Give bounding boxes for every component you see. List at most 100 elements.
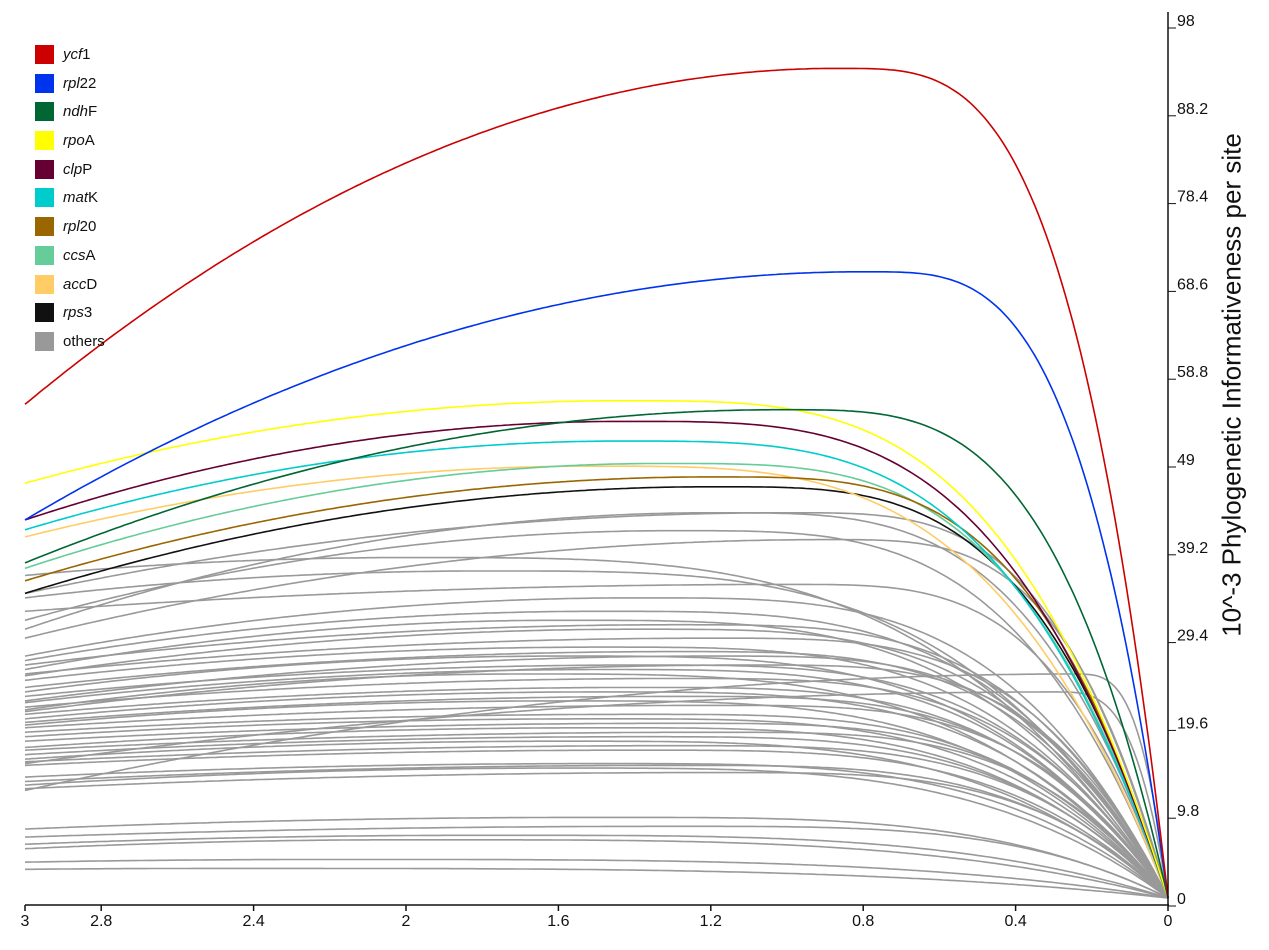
legend-label-italic: rps [63,304,84,322]
legend-label: ccsA [63,246,96,265]
legend-label: rpl20 [63,217,96,236]
legend-label: rpoA [63,131,95,150]
series-line-others [24,668,1169,899]
legend-item: clpP [35,159,105,189]
legend-item: ndhF [35,102,105,131]
legend-label-italic: ycf [63,46,83,63]
y-tick-label: 29.4 [1177,628,1208,645]
series-line-others [24,529,1169,899]
legend-item: matK [35,188,105,217]
legend-swatch [35,274,54,294]
x-tick-label: 0.8 [852,913,874,930]
series-line-others [24,655,1169,899]
legend-label-plain: A [84,132,95,150]
x-tick-label: 0.4 [1004,913,1026,930]
series-line-others [24,771,1169,899]
series-line-matK [24,440,1169,899]
legend-label: matK [63,188,98,207]
series-line-others [24,762,1169,899]
legend-label-plain: P [82,160,93,178]
legend-label-plain: 20 [79,218,97,236]
legend-swatch [35,188,54,208]
legend-item: ccsA [35,245,105,275]
legend-label-italic: ccs [63,246,86,264]
axes: 3 2.8 2.4 2 1.6 1.2 0.8 0.4 00 9.8 19.6 29.4 39.2 49 5… [21,12,1208,930]
legend-swatch [35,159,54,179]
series-line-others [24,677,1169,899]
series-line-others [24,583,1169,899]
series-line-others [24,673,1169,899]
legend-swatch [35,102,54,122]
series-line-rpl22 [24,271,1169,899]
legend-label-italic: mat [63,189,89,207]
series-line-others [24,834,1169,899]
series-line-others [24,637,1169,899]
y-tick-label: 98 [1177,13,1195,30]
series-line-others [24,767,1169,899]
series-line-others [24,610,1169,899]
legend-item: rpoA [35,131,105,160]
legend-label-plain: K [88,189,99,207]
legend-swatch [35,331,54,351]
legend-label: others [63,332,105,351]
y-tick-label: 9.8 [1177,803,1199,820]
x-tick-label: 3 [21,913,30,930]
y-tick-label: 68.6 [1177,276,1208,293]
legend-label: ycf1 [63,45,91,64]
legend-swatch [35,245,54,265]
series-line-others [24,713,1169,899]
y-tick-label: 58.8 [1177,364,1208,381]
legend-label-plain: 1 [82,46,91,63]
legend-swatch [35,73,54,93]
series-line-others [24,764,1169,899]
x-tick-label: 2 [402,913,411,930]
series-line-others [24,511,1169,899]
y-tick-label: 0 [1177,891,1186,908]
series-line-others [24,744,1169,899]
series-line-others [24,673,1169,899]
y-tick-label: 78.4 [1177,189,1208,206]
legend-label-plain: F [88,103,98,121]
y-tick-label: 19.6 [1177,715,1208,732]
series-line-others [24,722,1169,899]
legend-label-italic: rpo [63,132,85,150]
series-line-rpoA [24,400,1169,899]
series-line-rps3 [24,486,1169,899]
series-line-others [24,718,1169,899]
series-line-others [24,691,1169,899]
legend-item: others [35,331,105,361]
x-tick-label: 1.2 [700,913,722,930]
x-tick-label: 2.4 [242,913,264,930]
legend-item: rps3 [35,303,105,332]
y-tick-label: 39.2 [1177,540,1208,557]
series-line-rpl20 [24,476,1169,899]
legend-label-plain: 22 [79,74,97,92]
series-line-others [24,858,1169,899]
legend-label: ndhF [63,102,97,121]
legend-item: ycf1 [35,45,105,74]
x-tick-label: 2.8 [90,913,112,930]
y-tick-label: 49 [1177,452,1195,469]
series-line-others [25,867,1169,899]
curves [24,67,1169,899]
legend-label-plain: 3 [83,304,93,322]
legend-swatch [35,217,54,237]
series-line-others [24,740,1169,899]
legend-label-plain: D [86,275,98,293]
series-line-others [24,731,1169,899]
legend-swatch [35,303,54,323]
series-line-clpP [24,420,1169,899]
series-line-ycf1 [24,67,1169,899]
series-line-ccsA [24,462,1169,899]
legend-label-plain: others [63,332,105,350]
legend-label: clpP [63,160,92,179]
series-line-others [24,597,1169,899]
series-line-others [24,691,1169,899]
series-line-others [24,825,1169,899]
legend-label-plain: A [85,246,96,264]
legend-label: rpl22 [63,74,96,93]
y-tick-label: 88.2 [1177,101,1208,118]
series-line-others [24,646,1169,899]
legend-label-italic: rpl [63,218,80,236]
